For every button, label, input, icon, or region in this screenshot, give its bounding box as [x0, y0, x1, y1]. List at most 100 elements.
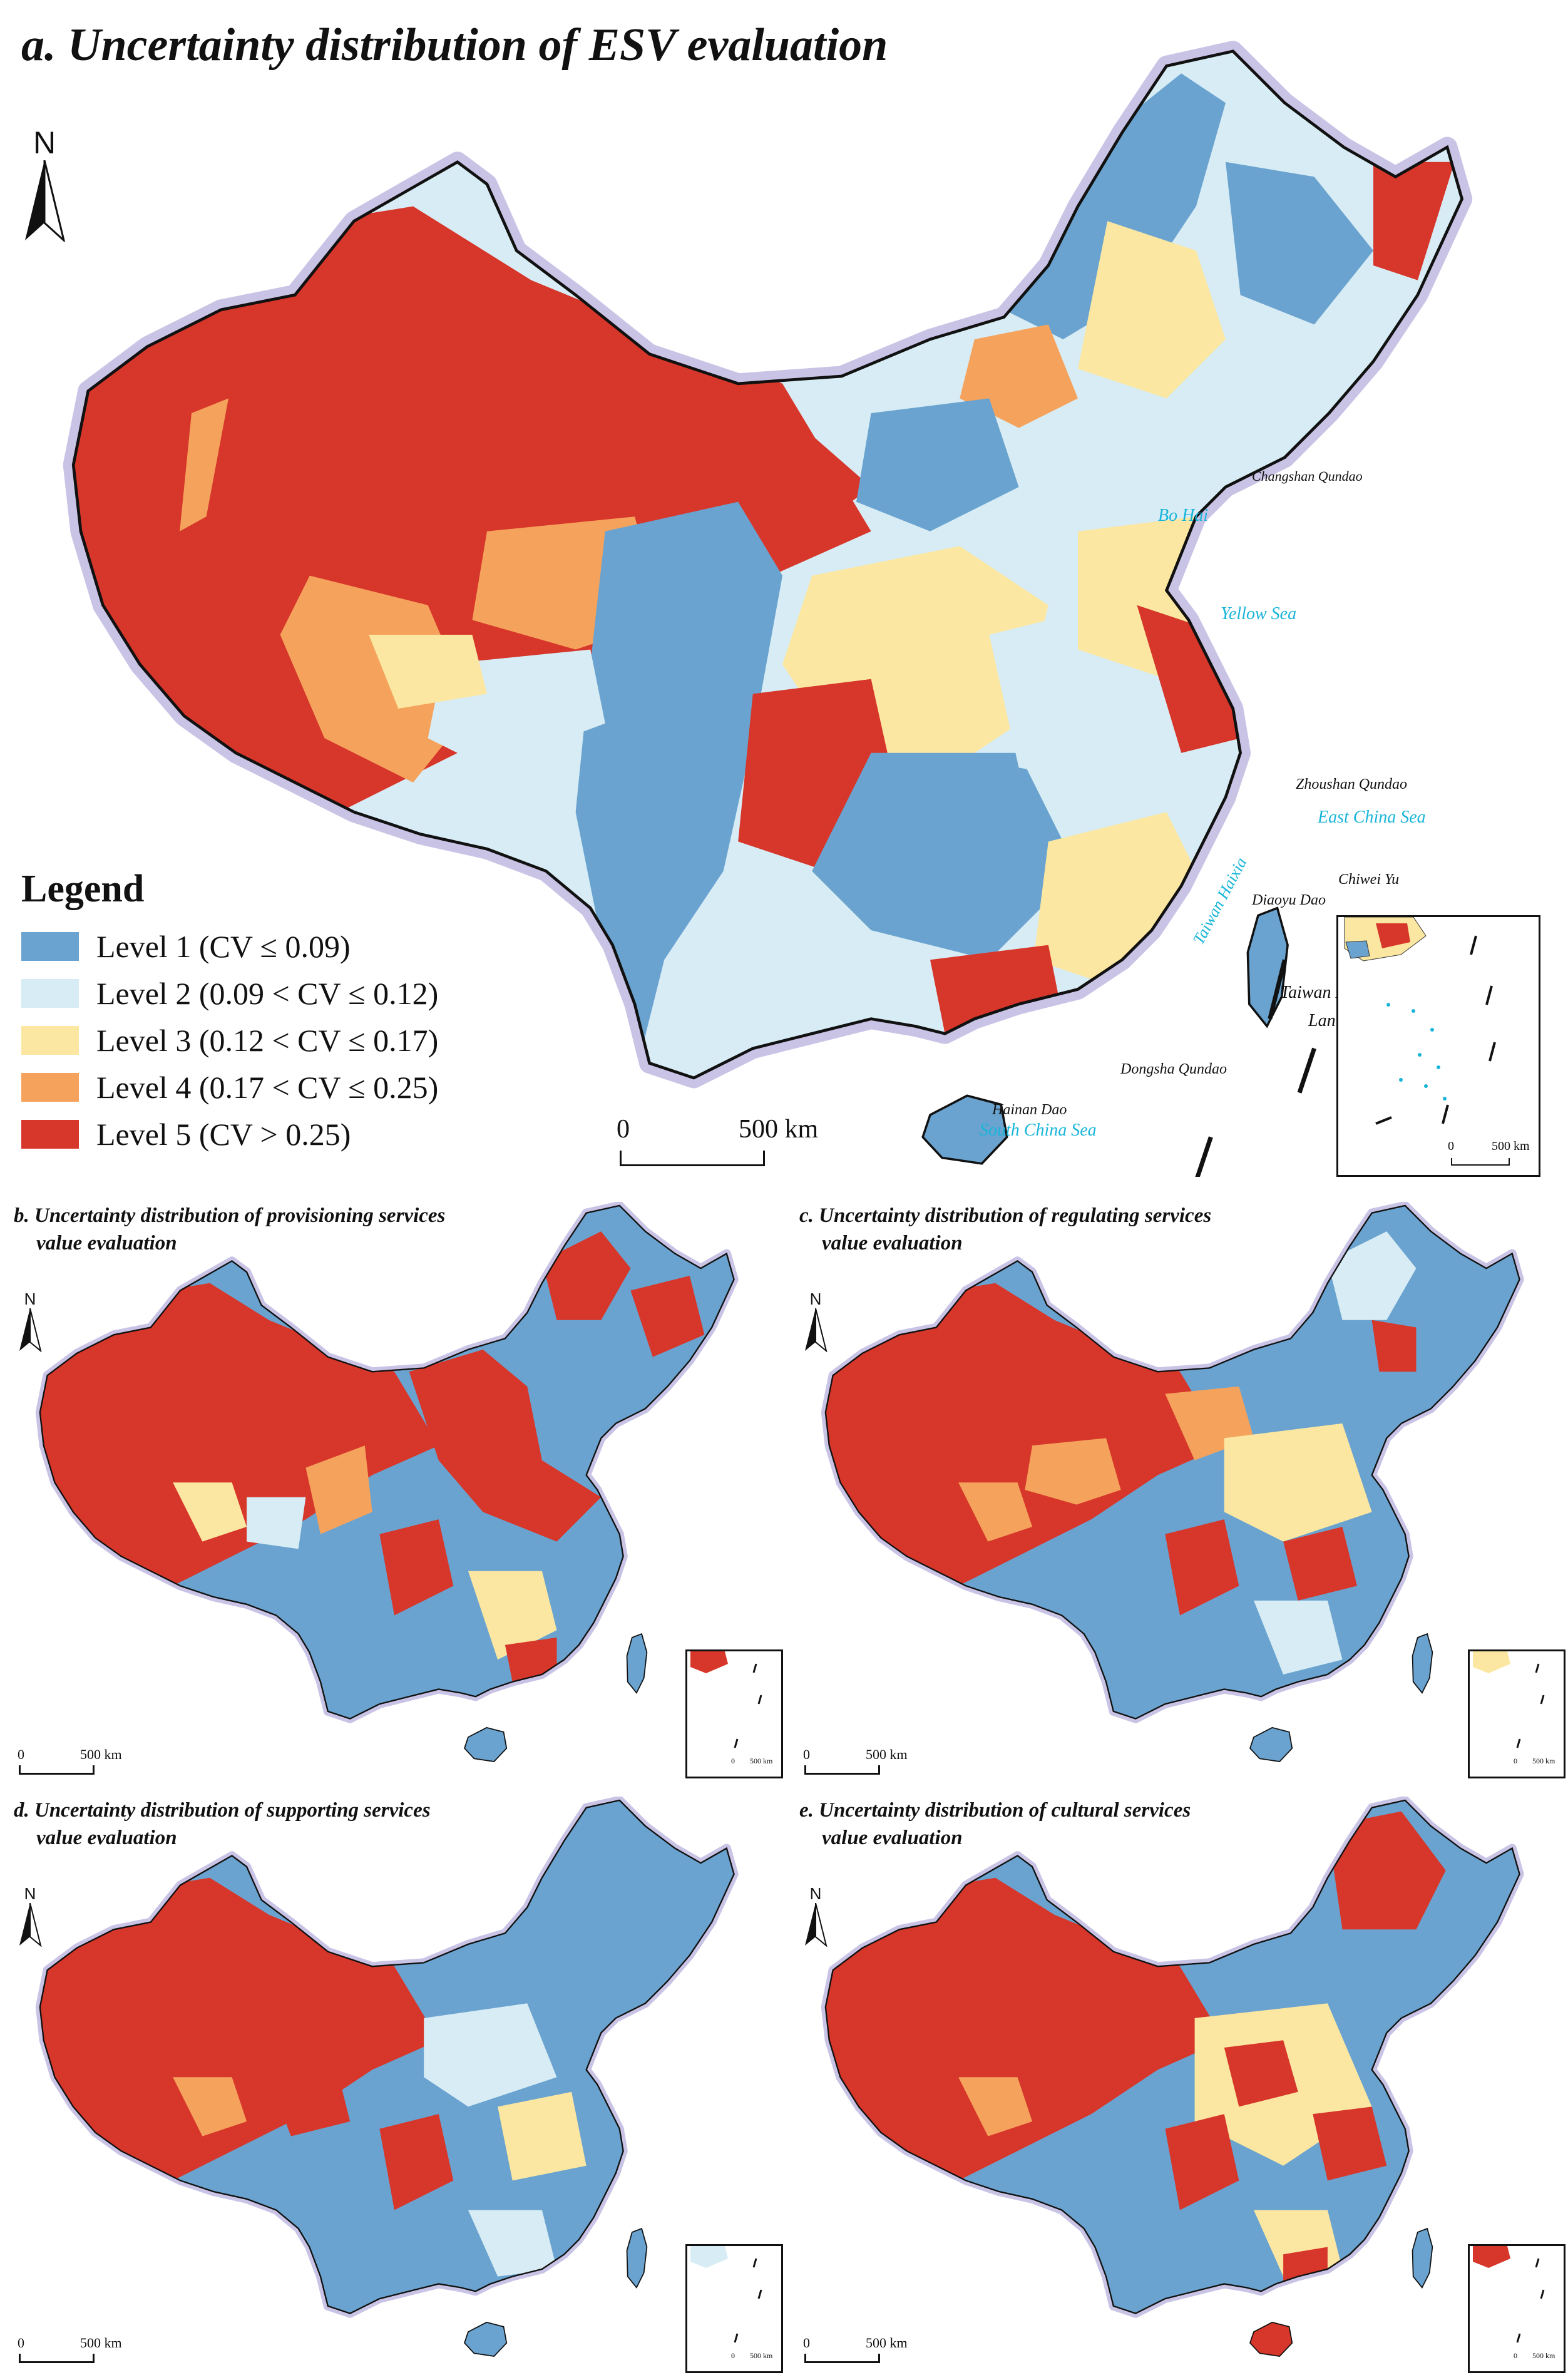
label-east-china-sea: East China Sea [1318, 808, 1426, 827]
panel-c-title: c. Uncertainty distribution of regulatin… [799, 1202, 1211, 1257]
inset-scale-label: 500 km [1492, 1139, 1530, 1153]
scale-label: 500 km [80, 2335, 122, 2351]
label-chiwei-yu: Chiwei Yu [1338, 871, 1400, 888]
scale-label: 500 km [866, 2335, 908, 2351]
north-arrow-icon [805, 1308, 828, 1352]
north-letter: N [24, 1884, 36, 1903]
north-letter: N [809, 1290, 822, 1308]
legend: Legend Level 1 (CV ≤ 0.09) Level 2 (0.09… [21, 867, 438, 1157]
legend-item-level-3: Level 3 (0.12 < CV ≤ 0.17) [21, 1017, 438, 1064]
legend-title: Legend [21, 868, 145, 910]
scale-zero: 0 [803, 2335, 810, 2351]
label-diaoyu-dao: Diaoyu Dao [1252, 892, 1326, 908]
inset-scale-zero: 0 [1514, 2351, 1517, 2360]
north-arrow: N [18, 1884, 43, 1947]
inset-scale-label: 500 km [1532, 2351, 1555, 2360]
scale-bar-line [19, 2354, 95, 2363]
legend-swatch [21, 1072, 79, 1102]
inset-map [690, 2246, 762, 2343]
scale-bar: 0 500 km [617, 1114, 818, 1183]
panel-e-title-line1: e. Uncertainty distribution of cultural … [799, 1799, 1191, 1822]
inset-scale-zero: 0 [1514, 1757, 1517, 1765]
north-letter: N [809, 1884, 822, 1903]
scale-zero: 0 [803, 1747, 810, 1762]
map-e [804, 1797, 1555, 2357]
north-arrow: N [18, 1290, 43, 1352]
north-letter: N [33, 125, 56, 160]
inset-scale-zero: 0 [1448, 1139, 1454, 1153]
panel-a: a. Uncertainty distribution of ESV evalu… [0, 0, 1568, 1177]
inset-map [1344, 917, 1496, 1125]
panel-b-title-line1: b. Uncertainty distribution of provision… [14, 1204, 446, 1227]
panel-c: c. Uncertainty distribution of regulatin… [786, 1189, 1568, 1784]
north-arrow-icon [19, 1903, 42, 1947]
south-china-sea-inset: 0 500 km [685, 2244, 783, 2373]
label-zhoushan-qundao: Zhoushan Qundao [1296, 776, 1408, 792]
legend-swatch [21, 978, 79, 1008]
legend-swatch [21, 931, 79, 961]
panel-d-title-line1: d. Uncertainty distribution of supportin… [14, 1799, 431, 1822]
map-d [19, 1797, 770, 2357]
legend-item-level-4: Level 4 (0.17 < CV ≤ 0.25) [21, 1064, 438, 1110]
south-china-sea-inset: 0 500 km [1468, 2244, 1565, 2373]
panel-e: e. Uncertainty distribution of cultural … [786, 1784, 1568, 2379]
inset-scale-label: 500 km [750, 2351, 773, 2360]
legend-swatch [21, 1119, 79, 1149]
inset-scale-label: 500 km [1532, 1757, 1555, 1765]
scale-label: 500 km [866, 1747, 908, 1762]
panel-e-title: e. Uncertainty distribution of cultural … [799, 1797, 1191, 1852]
north-arrow: N [803, 1290, 828, 1352]
legend-item-level-1: Level 1 (CV ≤ 0.09) [21, 923, 438, 970]
inset-map [1473, 2246, 1545, 2343]
legend-label: Level 3 (0.12 < CV ≤ 0.17) [96, 1022, 439, 1058]
inset-scale-label: 500 km [750, 1757, 773, 1765]
legend-label: Level 5 (CV > 0.25) [96, 1116, 351, 1152]
south-china-sea-inset: 0 500 km [1468, 1649, 1565, 1778]
panel-b-title: b. Uncertainty distribution of provision… [14, 1202, 445, 1257]
inset-scale-zero: 0 [731, 1757, 735, 1765]
inset-scale-zero: 0 [731, 2351, 735, 2360]
scale-bar: 0 500 km [803, 1747, 908, 1784]
legend-label: Level 4 (0.17 < CV ≤ 0.25) [96, 1069, 439, 1105]
map-c [804, 1202, 1555, 1762]
panel-d: d. Uncertainty distribution of supportin… [0, 1784, 783, 2379]
inset-scale-line [1451, 1158, 1510, 1166]
scale-bar-line [19, 1765, 95, 1775]
map-b [19, 1202, 770, 1762]
scale-label: 500 km [739, 1115, 819, 1144]
north-arrow-icon [25, 160, 66, 242]
scale-bar-line [804, 1765, 880, 1775]
inset-map [690, 1651, 762, 1748]
panel-a-title: a. Uncertainty distribution of ESV evalu… [21, 19, 888, 71]
north-arrow-icon [805, 1903, 828, 1947]
panel-c-title-line2: value evaluation [822, 1232, 963, 1254]
scale-zero: 0 [617, 1115, 630, 1144]
label-south-china-sea: South China Sea [980, 1121, 1097, 1140]
north-arrow: N [23, 125, 66, 242]
label-hainan-dao: Hainan Dao [992, 1102, 1067, 1118]
scale-bar-line [804, 2354, 880, 2363]
legend-label: Level 2 (0.09 < CV ≤ 0.12) [96, 975, 439, 1011]
north-arrow: N [803, 1884, 828, 1947]
panel-d-title: d. Uncertainty distribution of supportin… [14, 1797, 431, 1852]
south-china-sea-inset: 0 500 km [685, 1649, 783, 1778]
label-yellow-sea: Yellow Sea [1221, 604, 1297, 623]
north-letter: N [24, 1290, 36, 1308]
label-dongsha-qundao: Dongsha Qundao [1120, 1061, 1227, 1077]
label-changshan-qundao: Changshan Qundao [1252, 468, 1363, 484]
south-china-sea-inset: 0 500 km [1336, 915, 1540, 1177]
legend-label: Level 1 (CV ≤ 0.09) [96, 928, 351, 964]
scale-zero: 0 [18, 1747, 24, 1762]
panel-e-title-line2: value evaluation [822, 1827, 963, 1849]
legend-item-level-5: Level 5 (CV > 0.25) [21, 1110, 438, 1157]
scale-bar: 0 500 km [18, 2335, 122, 2372]
panel-c-title-line1: c. Uncertainty distribution of regulatin… [799, 1204, 1212, 1227]
scale-zero: 0 [18, 2335, 24, 2351]
panel-b-title-line2: value evaluation [36, 1232, 177, 1254]
legend-swatch [21, 1025, 79, 1055]
inset-map [1473, 1651, 1545, 1748]
legend-item-level-2: Level 2 (0.09 < CV ≤ 0.12) [21, 970, 438, 1017]
panel-d-title-line2: value evaluation [36, 1827, 177, 1849]
label-bo-hai: Bo Hai [1158, 506, 1209, 525]
panel-b: b. Uncertainty distribution of provision… [0, 1189, 783, 1784]
